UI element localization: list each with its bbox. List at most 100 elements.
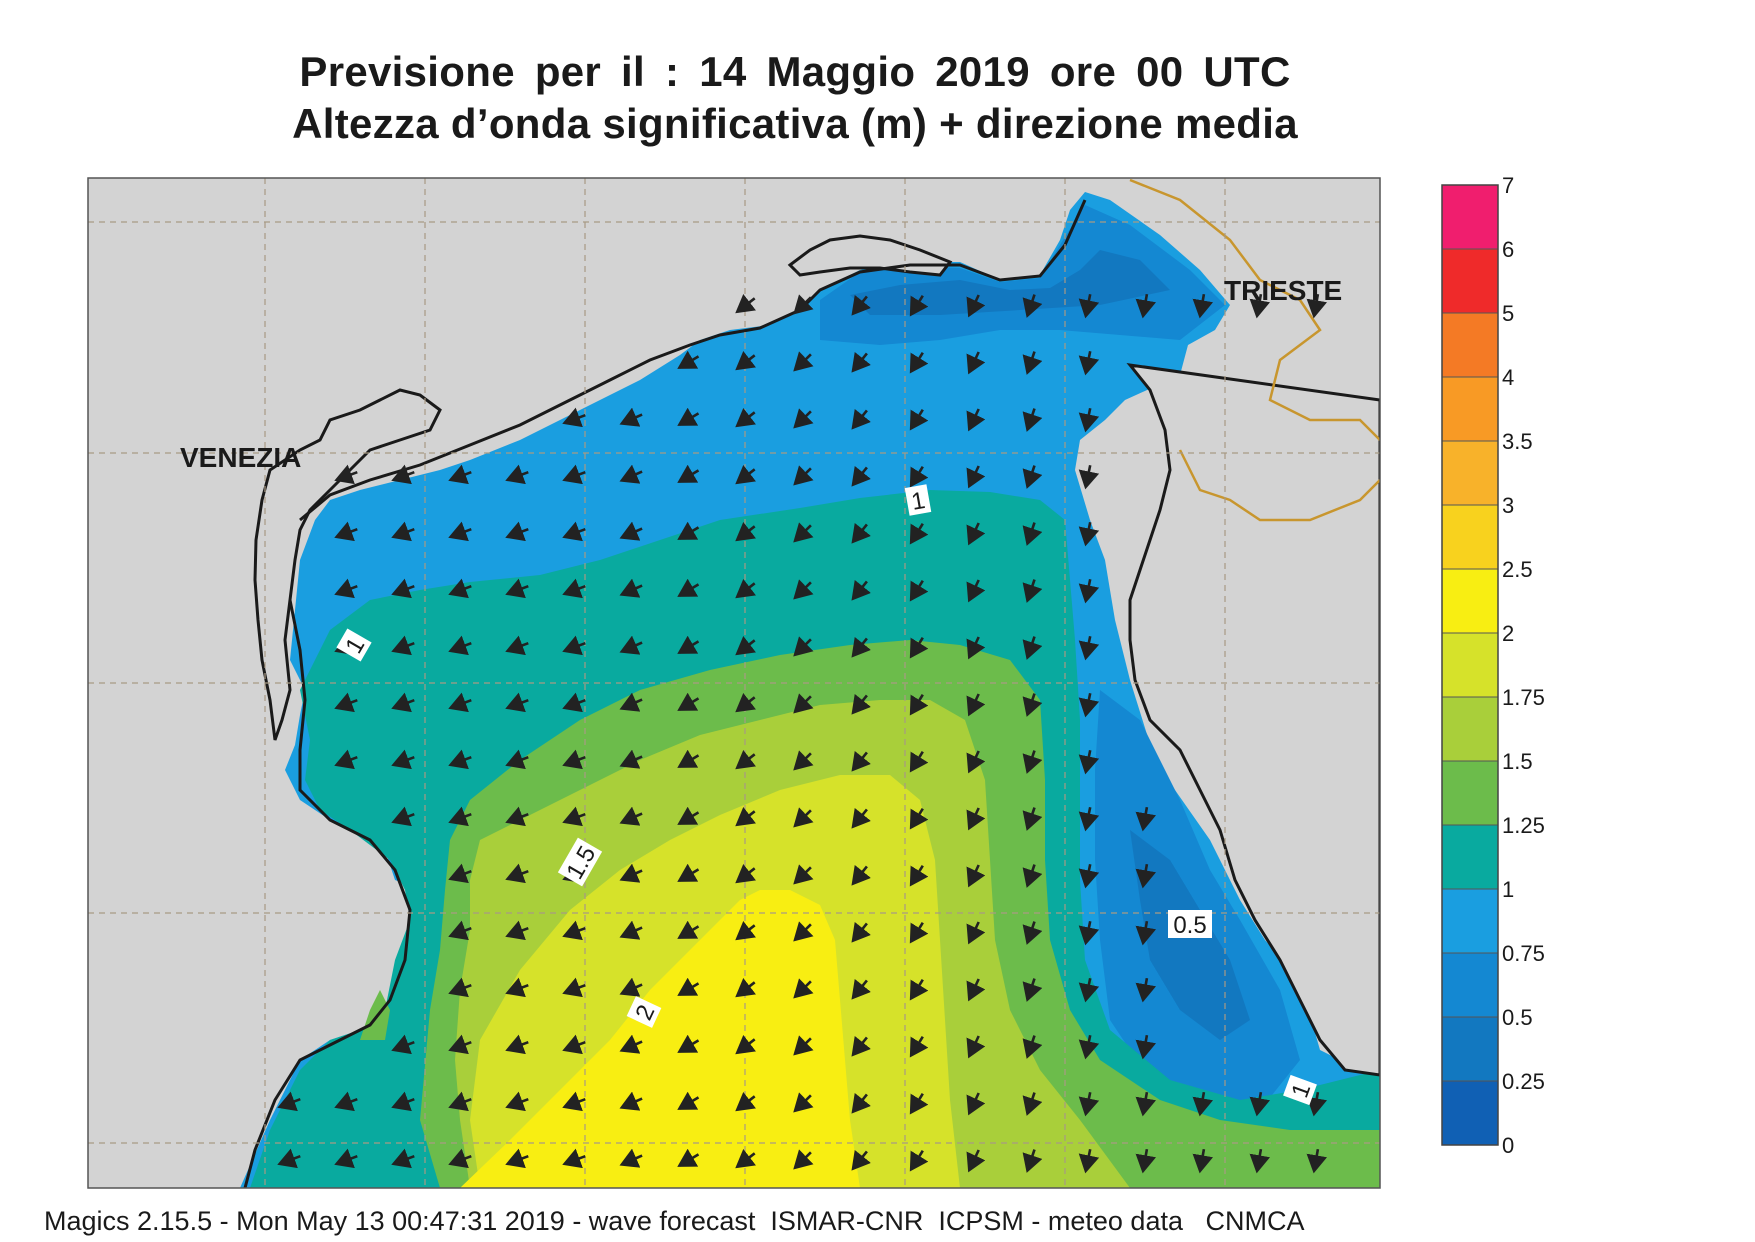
wave-direction-arrow xyxy=(909,1150,929,1172)
wave-direction-arrow xyxy=(1078,635,1100,661)
wave-direction-arrow xyxy=(909,808,929,830)
wave-direction-arrow xyxy=(448,1034,472,1055)
wave-direction-arrow xyxy=(677,635,700,654)
wave-direction-arrow xyxy=(562,920,586,941)
wave-direction-arrow xyxy=(1135,920,1157,946)
wave-direction-arrow xyxy=(966,978,986,1002)
wave-direction-arrow xyxy=(793,294,814,315)
colorbar-band xyxy=(1441,248,1499,314)
wave-direction-arrow xyxy=(334,749,358,770)
wave-direction-arrow xyxy=(391,464,415,485)
colorbar-tick-label: 7 xyxy=(1502,173,1514,198)
wave-direction-arrow xyxy=(793,864,814,885)
lat-lon-grid xyxy=(88,178,1380,1188)
wave-direction-arrow xyxy=(735,692,757,713)
wave-direction-arrow xyxy=(562,635,586,656)
wave-direction-arrow xyxy=(909,352,929,374)
wave-direction-arrow xyxy=(1135,977,1157,1003)
wave-direction-arrow xyxy=(966,1092,986,1116)
wave-direction-arrow xyxy=(1135,1091,1157,1117)
wave-direction-arrow xyxy=(1078,464,1100,490)
wave-direction-arrow xyxy=(505,863,529,884)
wave-direction-arrow xyxy=(1078,521,1100,547)
colorbar-band xyxy=(1441,440,1499,506)
wave-direction-arrow xyxy=(677,863,700,882)
place-label-venezia: VENEZIA xyxy=(180,442,301,473)
wave-direction-arrow xyxy=(909,1036,929,1058)
wave-direction-arrow xyxy=(851,294,871,316)
wave-direction-arrow xyxy=(619,521,643,541)
contour-label-1-se: 1 xyxy=(1283,1074,1317,1106)
wave-direction-arrow xyxy=(909,865,929,887)
place-label-trieste: TRIESTE xyxy=(1224,275,1342,306)
colorbar-tick-label: 1.75 xyxy=(1502,685,1545,710)
wave-direction-arrow xyxy=(966,465,986,489)
wave-direction-arrow xyxy=(448,920,472,941)
wave-direction-arrow xyxy=(448,863,472,884)
wave-direction-arrow xyxy=(735,350,757,371)
wave-direction-arrow xyxy=(966,636,986,660)
wave-direction-arrow xyxy=(1022,522,1043,546)
wave-direction-arrow xyxy=(391,749,415,770)
colorbar-band xyxy=(1441,952,1499,1018)
wave-direction-arrow xyxy=(448,806,472,827)
wave-direction-arrow xyxy=(1078,407,1100,433)
wave-direction-arrow xyxy=(793,750,814,771)
colorbar-tick-label: 4 xyxy=(1502,365,1514,390)
wave-direction-arrow xyxy=(1078,977,1100,1003)
wave-direction-arrows xyxy=(277,293,1328,1174)
wave-direction-arrow xyxy=(735,1148,757,1169)
wave-direction-arrow xyxy=(851,1149,871,1171)
wave-direction-arrow xyxy=(966,693,986,717)
wave-direction-arrow xyxy=(793,807,814,828)
wave-direction-arrow xyxy=(909,637,929,659)
wave-direction-arrow xyxy=(562,578,586,599)
wave-direction-arrow xyxy=(909,979,929,1001)
colorbar-band xyxy=(1441,504,1499,570)
band-2-25 xyxy=(460,890,860,1188)
wave-direction-arrow xyxy=(1249,293,1271,319)
colorbar-band xyxy=(1441,184,1499,250)
colorbar-tick-label: 1.5 xyxy=(1502,749,1533,774)
wave-direction-arrow xyxy=(619,407,643,427)
colorbar-tick-label: 3.5 xyxy=(1502,429,1533,454)
wave-direction-arrow xyxy=(677,977,700,996)
wave-direction-arrow xyxy=(793,465,814,486)
wave-direction-arrow xyxy=(793,522,814,543)
coastline-north xyxy=(299,199,1087,522)
wave-direction-arrow xyxy=(391,578,415,599)
colorbar-tick-label: 3 xyxy=(1502,493,1514,518)
wave-direction-arrow xyxy=(735,635,757,656)
wave-direction-arrow xyxy=(735,293,757,314)
wave-direction-arrow xyxy=(851,750,871,772)
wave-direction-arrow xyxy=(851,636,871,658)
wave-direction-arrow xyxy=(391,1091,415,1112)
wave-direction-arrow xyxy=(966,1035,986,1059)
wave-direction-arrow xyxy=(966,807,986,831)
wave-direction-arrow xyxy=(562,806,586,827)
wave-direction-arrow xyxy=(619,692,643,712)
wave-direction-arrow xyxy=(334,1148,358,1169)
wave-direction-arrow xyxy=(735,749,757,770)
wave-direction-arrow xyxy=(1078,293,1100,319)
wave-direction-arrow xyxy=(1022,1035,1043,1059)
wave-direction-arrow xyxy=(619,1034,643,1054)
wave-direction-arrow xyxy=(1078,1148,1100,1174)
wave-direction-arrow xyxy=(334,692,358,713)
colorbar-frame xyxy=(1441,184,1499,1146)
wave-direction-arrow xyxy=(677,350,700,369)
wave-direction-arrow xyxy=(1078,920,1100,946)
wave-direction-arrow xyxy=(966,408,986,432)
wave-direction-arrow xyxy=(966,921,986,945)
wave-direction-arrow xyxy=(1306,1148,1328,1174)
wave-direction-arrow xyxy=(562,1034,586,1055)
wave-direction-arrow xyxy=(1022,1149,1043,1173)
wave-direction-arrow xyxy=(505,1091,529,1112)
forecast-title: Previsione per il : 14 Maggio 2019 ore 0… xyxy=(299,48,1291,95)
wave-direction-arrow xyxy=(851,693,871,715)
wave-direction-arrow xyxy=(391,806,415,827)
wave-direction-arrow xyxy=(619,578,643,598)
wave-direction-arrow xyxy=(619,806,643,826)
wave-direction-arrow xyxy=(619,1091,643,1111)
colorbar-band xyxy=(1441,1016,1499,1082)
